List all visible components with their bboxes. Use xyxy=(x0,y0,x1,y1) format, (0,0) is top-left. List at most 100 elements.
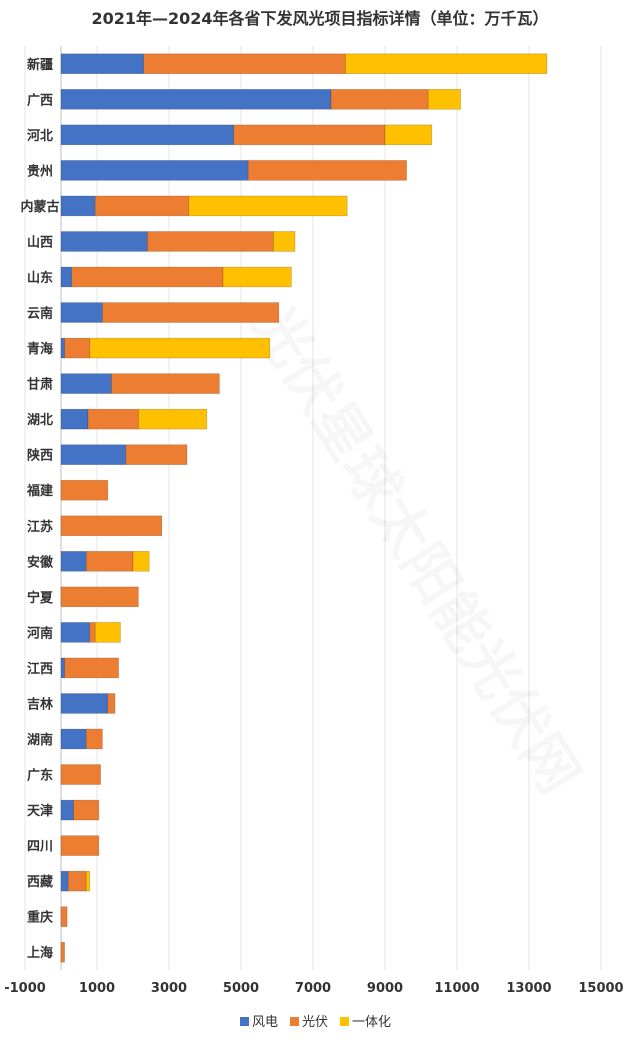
bar-23-series-0 xyxy=(60,870,69,892)
x-tick-label-3: 5000 xyxy=(223,981,259,996)
bar-13-series-1 xyxy=(60,515,163,537)
category-label-1: 广西 xyxy=(27,92,53,108)
legend: 风电 光伏 一体化 xyxy=(240,1015,391,1030)
bar-9-series-0 xyxy=(60,373,112,394)
bar-5-series-1 xyxy=(147,231,274,252)
category-labels: 新疆广西河北贵州内蒙古山西山东云南青海甘肃湖北陕西福建江苏安徽宁夏河南江西吉林湖… xyxy=(20,57,59,961)
category-label-6: 山东 xyxy=(27,270,53,286)
legend-label-1: 光伏 xyxy=(302,1015,328,1030)
x-tick-label-7: 13000 xyxy=(506,981,551,996)
bar-14-series-0 xyxy=(60,551,87,572)
x-tick-label-4: 7000 xyxy=(295,981,331,996)
category-label-17: 江西 xyxy=(27,661,53,677)
bar-17-series-1 xyxy=(64,657,119,679)
bar-2-series-2 xyxy=(384,124,433,146)
bar-9-series-1 xyxy=(111,373,220,394)
bar-18-series-0 xyxy=(60,693,109,714)
category-label-24: 重庆 xyxy=(27,910,53,926)
category-label-16: 河南 xyxy=(27,625,53,641)
category-label-19: 湖南 xyxy=(27,732,53,748)
gridlines xyxy=(24,46,602,970)
category-label-2: 河北 xyxy=(27,128,53,144)
bar-18-series-1 xyxy=(107,693,116,714)
bar-10-series-0 xyxy=(60,408,89,430)
bar-17-series-0 xyxy=(60,657,65,679)
legend-label-2: 一体化 xyxy=(352,1015,391,1030)
category-label-5: 山西 xyxy=(27,234,53,250)
bar-15-series-1 xyxy=(60,586,139,608)
bar-6-series-0 xyxy=(60,266,73,288)
legend-swatch-2 xyxy=(340,1017,349,1026)
category-label-12: 福建 xyxy=(26,483,53,499)
category-label-11: 陕西 xyxy=(27,448,53,464)
bar-1-series-1 xyxy=(330,89,429,110)
bar-19-series-1 xyxy=(85,728,103,750)
category-label-0: 新疆 xyxy=(27,57,53,73)
bar-2-series-1 xyxy=(233,124,386,146)
category-label-20: 广东 xyxy=(27,768,53,784)
category-label-18: 吉林 xyxy=(27,696,53,712)
bar-8-series-2 xyxy=(89,337,271,359)
chart-title: 2021年—2024年各省下发风光项目指标详情（单位：万千瓦） xyxy=(91,9,548,28)
bar-21-series-1 xyxy=(73,799,100,821)
watermark-text: 光伏星球太阳能光伏网 xyxy=(240,296,592,805)
bar-10-series-1 xyxy=(87,408,139,430)
watermark: 光伏星球太阳能光伏网 xyxy=(240,296,592,805)
bar-6-series-2 xyxy=(222,266,292,288)
bars xyxy=(60,53,548,963)
bar-4-series-0 xyxy=(60,195,96,217)
bar-20-series-1 xyxy=(60,764,101,785)
bar-21-series-0 xyxy=(60,799,74,821)
bar-0-series-0 xyxy=(60,53,145,75)
category-label-10: 湖北 xyxy=(27,413,53,428)
bar-22-series-1 xyxy=(60,835,100,856)
bar-11-series-0 xyxy=(60,444,127,465)
bar-16-series-1 xyxy=(89,622,96,643)
bar-19-series-0 xyxy=(60,728,87,750)
category-label-9: 甘肃 xyxy=(27,377,53,393)
bar-8-series-1 xyxy=(64,337,91,359)
bar-3-series-0 xyxy=(60,160,249,181)
bar-11-series-1 xyxy=(125,444,188,465)
legend-swatch-1 xyxy=(290,1017,299,1026)
bar-1-series-0 xyxy=(60,89,332,110)
bar-1-series-2 xyxy=(427,89,461,110)
bar-16-series-0 xyxy=(60,622,91,643)
category-label-14: 安徽 xyxy=(27,554,54,570)
bar-23-series-1 xyxy=(67,870,87,892)
bar-0-series-1 xyxy=(143,53,346,75)
bar-14-series-1 xyxy=(85,551,134,572)
category-label-22: 四川 xyxy=(27,840,53,855)
bar-12-series-1 xyxy=(60,479,109,501)
bar-0-series-2 xyxy=(345,53,548,75)
category-label-8: 青海 xyxy=(27,341,53,357)
category-label-23: 西藏 xyxy=(27,874,53,890)
category-label-25: 上海 xyxy=(27,945,53,961)
x-tick-label-2: 3000 xyxy=(151,981,187,996)
legend-label-0: 风电 xyxy=(252,1015,278,1030)
bar-10-series-2 xyxy=(138,408,208,430)
bar-8-series-0 xyxy=(60,337,65,359)
x-tick-label-8: 15000 xyxy=(578,981,623,996)
bar-7-series-0 xyxy=(60,302,103,323)
category-label-21: 天津 xyxy=(27,803,53,819)
category-label-7: 云南 xyxy=(27,306,53,322)
category-label-15: 宁夏 xyxy=(27,590,54,606)
bar-24-series-1 xyxy=(60,906,68,927)
bar-4-series-1 xyxy=(94,195,190,217)
x-tick-label-0: -1000 xyxy=(4,981,46,996)
bar-2-series-0 xyxy=(60,124,235,146)
x-tick-label-5: 9000 xyxy=(367,981,403,996)
category-label-3: 贵州 xyxy=(27,163,53,179)
legend-swatch-0 xyxy=(240,1017,249,1026)
bar-5-series-0 xyxy=(60,231,148,252)
bar-5-series-2 xyxy=(273,231,296,252)
bar-14-series-2 xyxy=(132,551,150,572)
bar-16-series-2 xyxy=(94,622,121,643)
bar-3-series-1 xyxy=(247,160,407,181)
bar-25-series-1 xyxy=(60,941,65,963)
category-label-4: 内蒙古 xyxy=(20,199,59,215)
bar-7-series-1 xyxy=(102,302,280,323)
bar-4-series-2 xyxy=(188,195,348,217)
